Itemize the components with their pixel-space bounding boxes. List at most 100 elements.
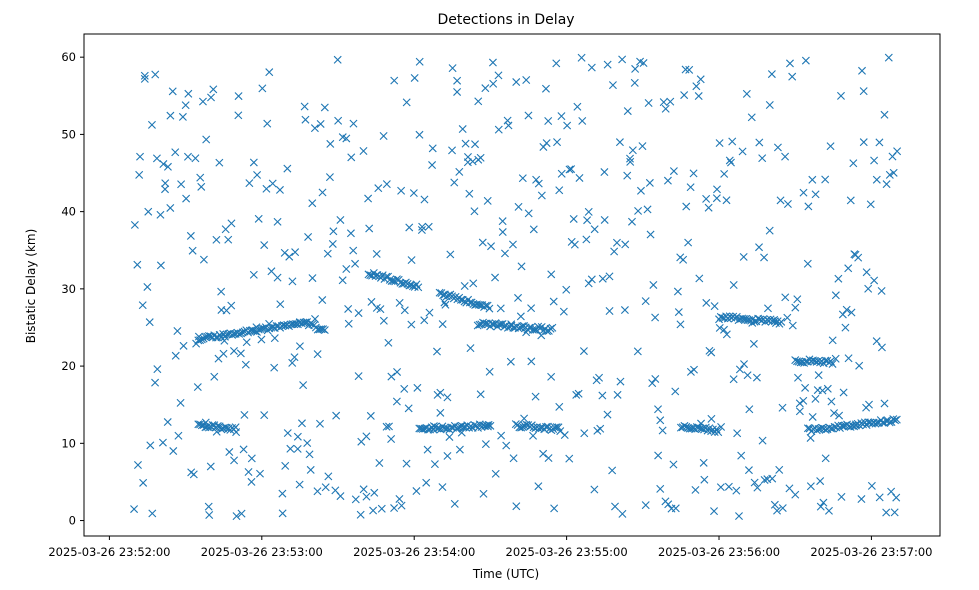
detection-marker <box>880 399 889 408</box>
detection-marker <box>303 439 312 448</box>
detection-marker <box>374 184 383 193</box>
detection-marker <box>702 194 711 203</box>
detection-marker <box>295 480 304 489</box>
detection-marker <box>844 264 853 273</box>
detection-marker <box>694 92 703 101</box>
detection-marker <box>598 391 607 400</box>
detection-marker <box>882 508 891 517</box>
detection-marker <box>733 429 742 438</box>
detection-marker <box>799 396 808 405</box>
detection-marker <box>892 493 901 502</box>
detection-marker <box>877 343 886 352</box>
detection-marker <box>344 319 353 328</box>
detection-marker <box>893 147 902 156</box>
detection-marker <box>639 59 648 68</box>
detection-marker <box>610 247 619 256</box>
detection-marker <box>496 304 505 313</box>
detection-marker <box>372 249 381 258</box>
detection-marker <box>517 262 526 271</box>
x-tick-label: 2025-03-26 23:53:00 <box>201 545 323 559</box>
detection-marker <box>575 173 584 182</box>
detection-marker <box>735 512 743 521</box>
detection-marker <box>573 102 582 111</box>
detection-marker <box>321 483 330 492</box>
detection-marker <box>178 112 187 121</box>
detection-marker <box>502 441 511 450</box>
detection-marker <box>552 59 561 68</box>
detection-marker <box>747 113 756 122</box>
detection-marker <box>578 116 587 125</box>
detection-marker <box>453 76 462 85</box>
detection-marker <box>325 173 334 182</box>
chart-title: Detections in Delay <box>437 12 574 28</box>
detection-marker <box>450 499 459 508</box>
detection-marker <box>161 185 170 194</box>
detection-marker <box>785 59 794 68</box>
detection-marker <box>498 228 507 237</box>
detection-marker <box>631 64 640 73</box>
detection-marker <box>671 504 680 513</box>
detection-marker <box>455 167 464 176</box>
detection-marker <box>320 326 329 335</box>
detection-marker <box>623 171 632 180</box>
detection-marker <box>514 324 523 333</box>
detection-marker <box>618 509 627 518</box>
y-tick-label: 40 <box>61 205 76 219</box>
detection-marker <box>210 372 219 381</box>
detection-marker <box>500 249 509 258</box>
detection-marker <box>270 363 279 372</box>
detection-marker <box>795 407 804 416</box>
detection-marker <box>656 416 665 425</box>
detection-marker <box>831 354 840 363</box>
detection-marker <box>846 196 855 205</box>
detection-marker <box>870 276 879 285</box>
detection-marker <box>725 156 734 165</box>
detection-marker <box>166 203 175 212</box>
detection-marker <box>529 431 538 440</box>
detection-marker <box>466 344 475 353</box>
detection-marker <box>207 93 216 102</box>
detection-marker <box>193 383 202 392</box>
detection-marker <box>649 280 658 289</box>
detection-marker <box>278 489 287 498</box>
detection-marker <box>323 249 332 258</box>
detection-marker <box>306 465 315 474</box>
detection-marker <box>365 224 374 233</box>
detection-marker <box>371 271 380 280</box>
detection-marker <box>583 216 592 225</box>
detection-marker <box>171 148 180 157</box>
detection-marker <box>819 498 828 507</box>
detection-marker <box>681 65 690 74</box>
detection-marker <box>260 411 269 420</box>
detection-marker <box>605 272 614 281</box>
detection-marker <box>392 397 401 406</box>
detection-marker <box>420 195 429 204</box>
detection-marker <box>364 194 373 203</box>
detection-marker <box>313 487 322 496</box>
detection-marker <box>580 429 589 438</box>
detection-marker <box>634 206 643 215</box>
detection-marker <box>567 165 576 174</box>
detection-marker <box>752 373 761 382</box>
detection-marker <box>407 320 416 329</box>
detection-marker <box>661 104 670 113</box>
detection-marker <box>349 246 358 255</box>
detection-marker <box>821 454 830 463</box>
detection-marker <box>778 403 787 412</box>
detection-marker <box>654 405 663 414</box>
detection-marker <box>547 372 556 381</box>
detection-marker <box>158 438 167 447</box>
detection-marker <box>209 85 218 94</box>
detection-marker <box>313 350 322 359</box>
detection-marker <box>491 273 500 282</box>
detection-marker <box>188 246 197 255</box>
detection-marker <box>409 189 418 198</box>
detection-marker <box>626 154 634 163</box>
detection-marker <box>397 186 406 195</box>
detection-marker <box>628 146 637 155</box>
detection-marker <box>171 351 180 360</box>
detection-marker <box>354 309 363 318</box>
detection-marker <box>478 238 487 247</box>
detection-marker <box>387 435 396 443</box>
detection-marker <box>600 215 609 224</box>
